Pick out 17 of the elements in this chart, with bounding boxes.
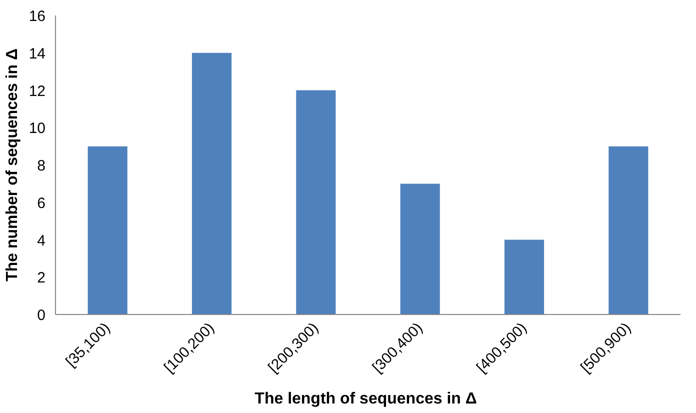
bar [400,184,440,314]
y-tick-label: 12 [28,82,46,100]
bar [296,90,336,314]
bar [504,240,544,314]
y-tick-label: 6 [37,194,46,212]
y-tick-label: 16 [28,8,46,25]
y-tick-label: 14 [28,45,46,62]
y-tick-label: 8 [37,158,46,174]
y-tick-label: 2 [37,270,46,287]
bar [608,146,648,314]
bar [88,146,128,314]
bar [192,52,232,314]
y-axis-title: The number of sequences in Δ [4,48,21,282]
y-tick-label: 0 [37,307,46,324]
y-tick-label: 4 [37,232,46,250]
x-axis-title: The length of sequences in Δ [254,390,477,408]
y-tick-label: 10 [28,120,46,138]
